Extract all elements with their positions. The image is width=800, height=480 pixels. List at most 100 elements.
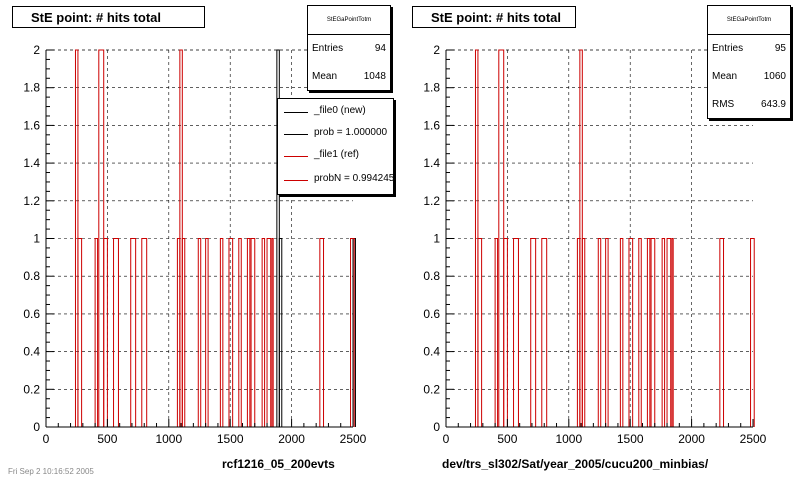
stats-value: 94 — [374, 43, 386, 54]
legend-label: _file1 (ref) — [314, 149, 360, 160]
stats-label: Mean — [312, 71, 338, 82]
stats-value: 1060 — [763, 71, 786, 82]
y-tick-label: 0.6 — [23, 307, 40, 321]
histogram-bar — [246, 238, 251, 427]
y-tick-label: 0 — [33, 420, 40, 434]
stats-label: Entries — [312, 43, 344, 54]
y-tick-label: 0 — [433, 420, 440, 434]
histogram-bar — [219, 238, 224, 427]
y-tick-label: 0.6 — [423, 307, 440, 321]
stats-label: Mean — [712, 71, 738, 82]
y-tick-label: 0.8 — [23, 269, 40, 283]
histogram-bar — [261, 238, 266, 427]
panel1-title-text: StE point: # hits total — [31, 10, 161, 25]
legend-label: _file0 (new) — [314, 105, 366, 116]
histogram-bar — [181, 238, 186, 427]
panel1-legend: _file0 (new) prob = 1.000000 _file1 (ref… — [277, 98, 394, 195]
panel2-stats-mean: Mean 1060 — [708, 63, 790, 91]
x-tick-label: 2500 — [740, 432, 767, 446]
panel2-x-axis-title: dev/trs_sl302/Sat/year_2005/cucu200_minb… — [442, 457, 709, 471]
histogram-bar — [605, 238, 609, 427]
x-tick-label: 2000 — [678, 432, 705, 446]
x-tick-label: 2500 — [340, 432, 367, 446]
histogram-bar — [513, 238, 519, 427]
panel2-stats-box: StEGaPointTotm Entries 95 Mean 1060 RMS … — [707, 5, 791, 119]
histogram-bar — [719, 238, 725, 427]
histogram-bar — [319, 238, 325, 427]
histogram-bar — [597, 238, 602, 427]
panel1-x-axis-title: rcf1216_05_200evts — [222, 457, 335, 471]
panel1-stats-box: StEGaPointTotm Entries 94 Mean 1048 — [307, 5, 391, 91]
y-tick-label: 0.4 — [423, 345, 440, 359]
panel2-title-text: StE point: # hits total — [431, 10, 561, 25]
panel2-stats-entries: Entries 95 — [708, 35, 790, 63]
histogram-bar — [197, 238, 202, 427]
histogram-bar — [77, 238, 83, 427]
y-tick-label: 0.4 — [23, 345, 40, 359]
histogram-bar — [205, 238, 209, 427]
x-tick-label: 500 — [97, 432, 117, 446]
histogram-bar — [671, 238, 674, 427]
stats-label: Entries — [712, 43, 744, 54]
legend-line — [284, 134, 308, 135]
stats-label: RMS — [712, 99, 735, 110]
stats-value: 643.9 — [760, 99, 786, 110]
histogram-bar — [113, 238, 119, 427]
y-tick-label: 1.8 — [23, 81, 40, 95]
histogram-bar — [130, 238, 137, 427]
legend-entry-file1: _file1 (ref) — [278, 145, 393, 165]
panel1-stats-mean: Mean 1048 — [308, 63, 390, 91]
histogram-bar — [94, 238, 99, 427]
x-tick-label: 1500 — [217, 432, 244, 446]
histogram-bar — [103, 238, 108, 427]
legend-line — [284, 112, 308, 113]
y-tick-label: 1.4 — [23, 156, 40, 170]
histogram-bar — [238, 238, 242, 427]
y-tick-label: 1.2 — [23, 194, 40, 208]
stats-value: 95 — [774, 43, 786, 54]
histogram-bar — [228, 238, 234, 427]
y-tick-label: 2 — [33, 43, 40, 57]
histogram-bar — [581, 238, 586, 427]
legend-entry-probn: probN = 0.994245 — [278, 169, 394, 189]
histogram-bar — [661, 238, 666, 427]
panel1-stats-name: StEGaPointTotm — [308, 6, 390, 35]
histogram-bar — [271, 238, 274, 427]
x-tick-label: 1000 — [555, 432, 582, 446]
y-tick-label: 1.8 — [423, 81, 440, 95]
x-tick-label: 0 — [43, 432, 50, 446]
panel1-stats-entries: Entries 94 — [308, 35, 390, 63]
histogram-bar — [666, 238, 672, 427]
panel2-stats-rms: RMS 643.9 — [708, 91, 790, 119]
y-tick-label: 0.2 — [23, 382, 40, 396]
histogram-bar — [638, 238, 642, 427]
y-tick-label: 0.8 — [423, 269, 440, 283]
x-tick-label: 500 — [497, 432, 517, 446]
histogram-bar — [541, 238, 548, 427]
legend-label: probN = 0.994245 — [314, 173, 394, 184]
histogram-bar — [494, 238, 499, 427]
y-tick-label: 1.4 — [423, 156, 440, 170]
y-tick-label: 1 — [433, 232, 440, 246]
histogram-bar — [266, 238, 272, 427]
x-tick-label: 0 — [443, 432, 450, 446]
histogram-bar — [278, 238, 283, 427]
legend-line — [284, 156, 308, 157]
histogram-bar — [530, 238, 537, 427]
y-tick-label: 1.6 — [23, 118, 40, 132]
histogram-bar — [250, 238, 256, 427]
histogram-bar — [350, 238, 355, 427]
legend-entry-prob: prob = 1.000000 — [278, 123, 393, 143]
histogram-bar — [619, 238, 624, 427]
y-tick-label: 1 — [33, 232, 40, 246]
histogram-bar — [646, 238, 651, 427]
histogram-bar — [750, 238, 755, 427]
histogram-bar — [503, 238, 508, 427]
x-tick-label: 2000 — [278, 432, 305, 446]
histogram-bar — [628, 238, 634, 427]
footer-timestamp: Fri Sep 2 10:16:52 2005 — [8, 467, 94, 476]
y-tick-label: 0.2 — [423, 382, 440, 396]
y-tick-label: 1.6 — [423, 118, 440, 132]
x-tick-label: 1000 — [155, 432, 182, 446]
legend-label: prob = 1.000000 — [314, 127, 388, 138]
